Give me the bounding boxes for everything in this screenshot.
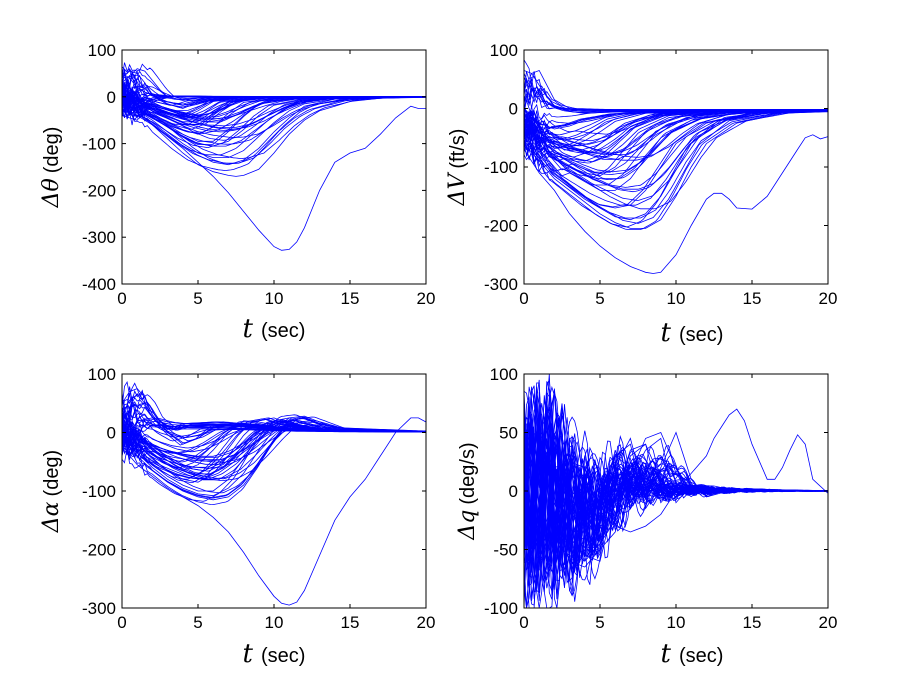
V-ytick-label: -100 [484,158,518,177]
panel-V: 0 5 10 15 20 100 0 -100 -200 -300 ΔV (ft/s) t (sec) [445,41,837,348]
q-ytick-label: -100 [484,599,518,618]
alpha-xtick-label: 20 [417,613,436,632]
q-xtick-label: 5 [595,613,604,632]
V-ylabel: ΔV (ft/s) [445,129,470,207]
theta-xlabel-symbol: t [243,314,254,344]
theta-ylabel: Δθ (deg) [39,127,64,209]
panel-theta: 0 5 10 15 20 100 0 -100 -200 -300 -400 Δθ (deg) t (s… [39,41,435,344]
alpha-ylabel-unit: (deg) [41,450,63,497]
V-ensemble-trace [524,85,828,110]
q-ylabel: Δq (deg/s) [455,442,480,540]
alpha-ytick-label: 100 [88,365,116,384]
theta-series-run-l [122,97,426,165]
V-ensemble-trace [524,83,828,111]
alpha-ytick-label: 0 [107,424,116,443]
V-xlabel-unit: (sec) [679,324,723,346]
alpha-ytick-label: -200 [82,541,116,560]
alpha-ylabel-symbol: Δα [39,501,64,533]
alpha-axes-box [122,374,426,608]
V-ytick-label: -300 [484,275,518,294]
V-ensemble-trace [524,73,828,111]
theta-xlabel-unit: (sec) [261,320,305,342]
q-xtick-label: 20 [819,613,838,632]
V-ytick-label: 0 [509,100,518,119]
q-ylabel-symbol: Δq [455,510,480,541]
theta-ytick-label: -200 [82,181,116,200]
V-ytick-label: -200 [484,217,518,236]
q-ytick-label: 0 [509,482,518,501]
q-ytick-label: -50 [493,541,518,560]
q-traces [524,374,828,608]
panel-q: 0 5 10 15 20 100 50 0 -50 -100 Δq (deg/s) t (sec) [455,365,837,669]
alpha-xtick-label: 15 [341,613,360,632]
q-xtick-label: 10 [667,613,686,632]
q-ylabel-unit: (deg/s) [457,442,479,504]
q-xlabel: t (sec) [661,639,724,669]
q-ytick-label: 50 [499,424,518,443]
V-xtick-label: 10 [667,289,686,308]
theta-xtick-label: 15 [341,289,360,308]
V-xtick-label: 20 [819,289,838,308]
alpha-ytick-label: -300 [82,599,116,618]
V-traces [524,60,828,274]
q-xlabel-symbol: t [661,639,672,669]
theta-ytick-label: -400 [82,275,116,294]
theta-xtick-label: 5 [193,289,202,308]
q-xtick-label: 15 [743,613,762,632]
V-xtick-label: 0 [519,289,528,308]
theta-ytick-label: 100 [88,41,116,60]
q-xlabel-unit: (sec) [679,645,723,667]
theta-series-run-k [122,73,426,96]
alpha-xlabel-unit: (sec) [261,645,305,667]
alpha-xlabel-symbol: t [243,639,254,669]
theta-xlabel: t (sec) [243,314,306,344]
alpha-xtick-label: 5 [193,613,202,632]
alpha-traces [122,382,426,605]
q-ytick-label: 100 [490,365,518,384]
alpha-ylabel: Δα (deg) [39,450,64,533]
V-xlabel: t (sec) [661,318,724,348]
V-xlabel-symbol: t [661,318,672,348]
V-ytick-label: 100 [490,41,518,60]
V-ylabel-unit: (ft/s) [447,129,469,169]
q-xtick-label: 0 [519,613,528,632]
theta-axes-box [122,50,426,284]
alpha-series-outlier [122,418,426,605]
theta-ensemble-trace [122,69,426,97]
theta-ensemble-trace [122,97,426,164]
V-xtick-label: 15 [743,289,762,308]
figure: 0 5 10 15 201000-100-200-300-400 Δθ(deg) t (s… [0,0,915,683]
panel-alpha: 0 5 10 15 20 100 0 -100 -200 -300 Δα (deg) t (sec) [39,365,435,669]
theta-xtick-label: 0 [117,289,126,308]
V-ensemble-trace [524,60,828,113]
V-ylabel-symbol: ΔV [445,172,470,207]
alpha-ytick-label: -100 [82,482,116,501]
theta-ytick-label: -100 [82,135,116,154]
V-ensemble-trace [524,71,828,110]
V-ensemble-trace [524,77,828,112]
theta-xtick-label: 20 [417,289,436,308]
V-ensemble-trace [524,88,828,110]
V-ensemble-trace [524,112,828,162]
theta-ytick-label: 0 [107,88,116,107]
alpha-xtick-label: 10 [265,613,284,632]
theta-traces [122,63,426,251]
alpha-xtick-label: 0 [117,613,126,632]
alpha-ensemble-trace [122,394,426,442]
theta-ensemble-trace [122,63,426,97]
V-series-run-h [524,71,828,112]
alpha-xlabel: t (sec) [243,639,306,669]
theta-xtick-label: 10 [265,289,284,308]
theta-ylabel-unit: (deg) [41,127,63,174]
V-xtick-label: 5 [595,289,604,308]
theta-ylabel-symbol: Δθ [39,178,64,208]
theta-ytick-label: -300 [82,228,116,247]
